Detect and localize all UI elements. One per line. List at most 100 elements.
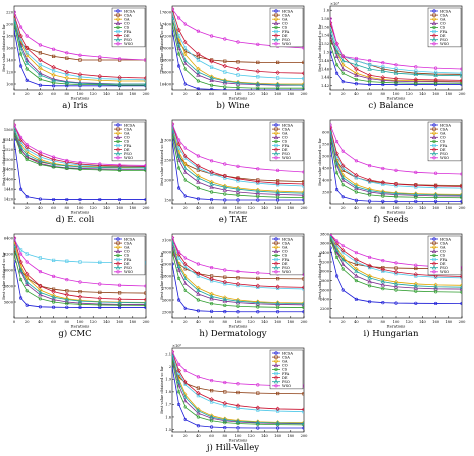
y-tick-label: 550 — [322, 142, 330, 146]
series-hcsa — [172, 138, 304, 202]
x-tick-label: 200 — [459, 92, 467, 96]
subplot-2: 0 20 40 60 80 100 120 140 160 180 200 16400 16600 168… — [160, 5, 308, 101]
data-point — [223, 275, 227, 279]
data-point — [25, 78, 29, 82]
y-tick-label: 5600 — [4, 300, 14, 304]
data-point — [380, 75, 386, 80]
subplot-9: 0 20 40 60 80 100 120 140 160 180 200 2200 2400 2600 2… — [318, 232, 466, 328]
data-point — [256, 60, 260, 64]
data-point — [38, 43, 43, 47]
data-point — [117, 165, 122, 170]
data-point — [183, 194, 187, 198]
series-hcsa — [14, 138, 146, 202]
y-tick-label: 200 — [6, 22, 14, 26]
legend-label: CSA — [282, 127, 290, 131]
data-point — [183, 275, 188, 281]
x-tick-label: 20 — [341, 206, 346, 210]
data-point — [236, 60, 240, 64]
data-point — [330, 246, 332, 250]
data-point — [354, 184, 359, 189]
data-point — [301, 302, 304, 307]
legend-label: PSO — [440, 152, 448, 156]
x-tick-label: 60 — [367, 206, 372, 210]
data-point — [209, 296, 214, 301]
data-point — [38, 284, 42, 288]
data-point — [367, 199, 372, 203]
data-point — [380, 279, 385, 284]
data-point — [176, 256, 181, 260]
data-point — [223, 268, 227, 272]
series-de — [172, 235, 304, 290]
data-point — [209, 75, 214, 80]
data-point — [367, 76, 372, 81]
data-point — [98, 55, 102, 59]
data-point — [38, 256, 42, 260]
data-point — [209, 309, 214, 313]
y-tick-label: 1520 — [4, 148, 14, 152]
x-tick-label: 120 — [406, 320, 414, 324]
data-point — [414, 199, 418, 203]
data-point — [367, 188, 372, 193]
data-point — [38, 72, 43, 77]
series-line — [172, 131, 304, 196]
series-line — [330, 131, 462, 196]
data-point — [335, 255, 339, 259]
legend-label: HCSA — [124, 237, 135, 241]
legend-marker — [274, 42, 278, 46]
data-point — [209, 184, 214, 189]
data-point — [177, 390, 181, 394]
series-line — [172, 354, 304, 423]
legend-label: GA — [282, 132, 288, 136]
x-tick-label: 0 — [171, 434, 174, 438]
legend-marker — [115, 134, 121, 139]
data-point — [334, 241, 339, 246]
data-point — [19, 135, 23, 139]
data-point — [182, 51, 188, 57]
data-point — [381, 265, 385, 270]
x-tick-label: 40 — [196, 92, 201, 96]
data-point — [414, 170, 418, 174]
data-point — [209, 425, 214, 429]
x-tick-label: 120 — [248, 92, 256, 96]
data-point — [177, 52, 181, 56]
x-tick-label: 120 — [248, 320, 256, 324]
data-point — [335, 63, 339, 67]
y-tick-label: 220 — [6, 10, 14, 14]
data-point — [196, 285, 201, 291]
data-point — [367, 265, 372, 270]
data-point — [394, 168, 398, 173]
y-tick-label: 17600 — [160, 10, 172, 14]
y-tick-label: 3000 — [162, 250, 172, 254]
data-point — [380, 77, 385, 82]
data-point — [367, 82, 372, 87]
legend-marker — [432, 237, 436, 241]
data-point — [414, 266, 418, 271]
data-point — [341, 183, 345, 187]
x-tick-label: 140 — [103, 206, 111, 210]
legend-label: FPA — [124, 258, 132, 262]
data-point — [172, 124, 174, 128]
data-point — [223, 37, 227, 41]
data-point — [25, 34, 29, 38]
data-point — [302, 305, 304, 310]
x-axis-label: Iterations — [387, 210, 406, 215]
legend-marker — [432, 241, 436, 245]
series-line — [172, 11, 304, 85]
data-point — [302, 426, 304, 430]
data-point — [256, 383, 260, 387]
data-point — [367, 177, 372, 183]
data-point — [381, 82, 385, 87]
subplot-8: 0 20 40 60 80 100 120 140 160 180 200 2500 2600 2700 2… — [160, 233, 308, 329]
data-point — [256, 408, 260, 412]
data-point — [367, 75, 372, 80]
data-point — [341, 66, 346, 71]
data-point — [172, 353, 175, 358]
data-point — [354, 260, 358, 264]
data-point — [209, 34, 214, 38]
data-point — [275, 86, 280, 90]
series-hcsa — [330, 246, 462, 306]
data-point — [460, 172, 462, 176]
data-point — [196, 424, 201, 428]
